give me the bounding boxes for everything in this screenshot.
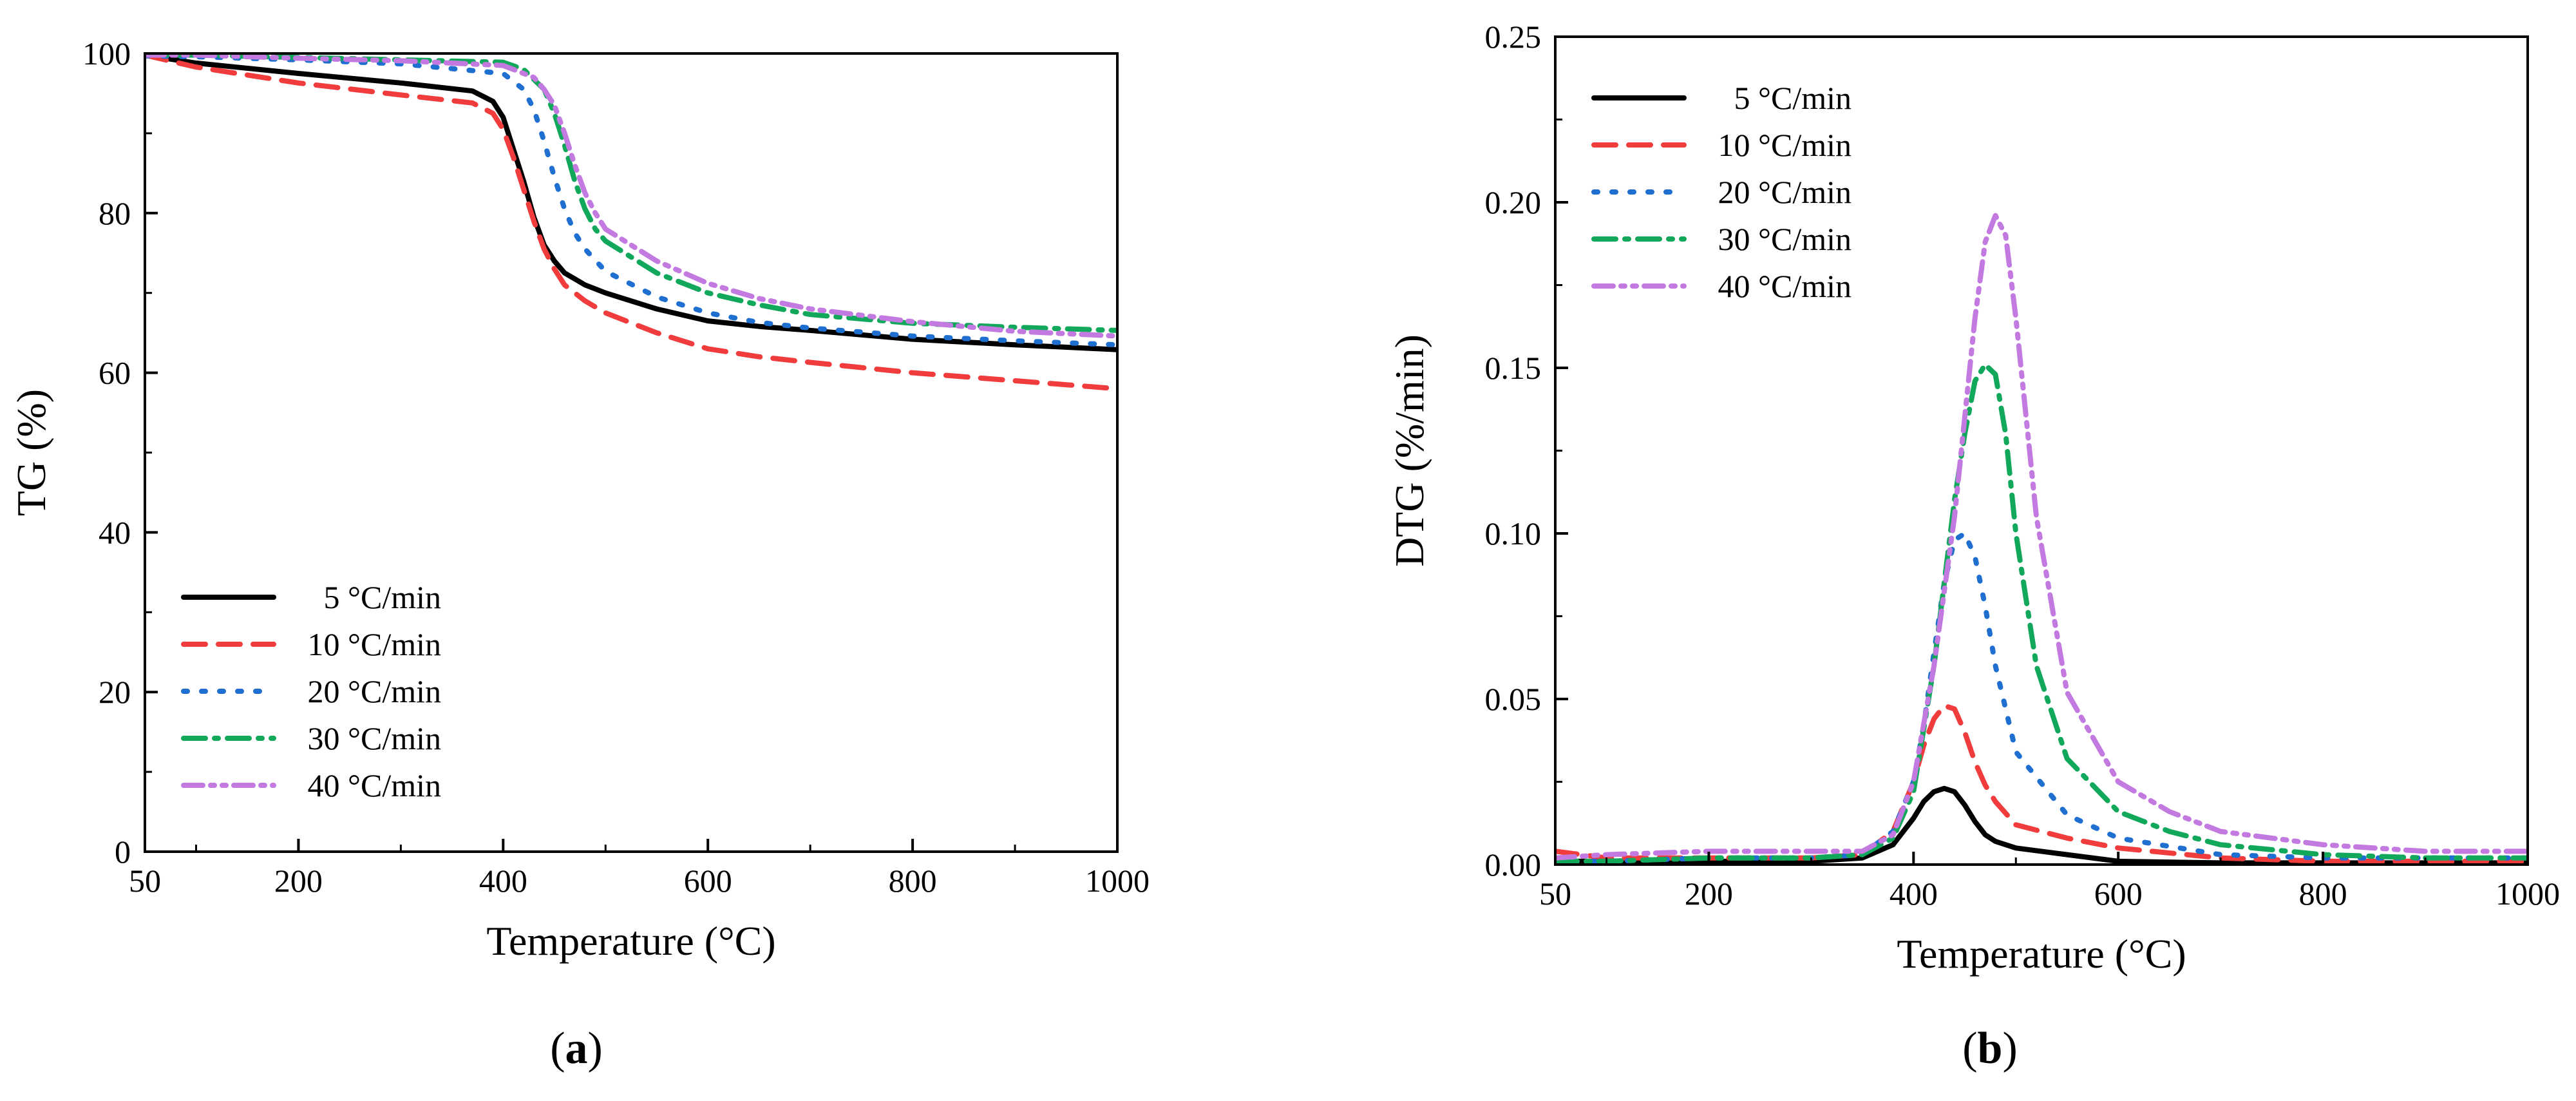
x-tick-label: 600 [684,863,732,899]
x-axis-title: Temperature (°C) [1897,931,2186,977]
series-line-1 [145,53,1117,352]
series-line-3 [1555,531,2528,864]
x-tick-label: 1000 [2496,876,2560,912]
y-tick-label: 80 [99,195,131,231]
x-tick-label: 800 [2299,876,2347,912]
y-tick-label: 20 [99,674,131,710]
legend-label: 40 °C/min [1718,268,1852,304]
panel-caption: (a) [550,1024,603,1073]
legend-label: 30 °C/min [307,720,441,756]
x-tick-label: 200 [1685,876,1733,912]
y-axis-title: TG (%) [8,389,54,516]
series-line-5 [145,53,1117,339]
series-line-1 [1555,785,2528,865]
x-tick-label: 400 [1889,876,1938,912]
y-tick-label: 0.10 [1485,515,1542,551]
y-tick-label: 0.15 [1485,350,1542,386]
legend-label: 20 °C/min [1718,174,1852,210]
plot-frame [1554,35,2529,866]
x-tick-label: 50 [129,863,161,899]
legend-label: 20 °C/min [307,673,441,709]
chart-panel-a: 50 200 400 600 800 1000 0 20 40 60 80 100 Temperatur… [8,35,1150,1073]
y-tick-label: 0.00 [1485,847,1542,883]
legend-label: 40 °C/min [307,767,441,803]
x-tick-label: 1000 [1085,863,1150,899]
x-tick-label: 400 [479,863,527,899]
y-tick-label: 0.05 [1485,681,1542,717]
series-line-4 [145,53,1117,333]
x-tick-label: 200 [274,863,323,899]
series-line-4 [1555,361,2528,864]
y-axis-title: DTG (%/min) [1387,334,1432,567]
y-tick-label: 60 [99,355,131,391]
legend-label: 10 °C/min [1718,127,1852,163]
y-tick-label: 0 [115,834,131,870]
legend-label: 5 °C/min [323,579,441,615]
legend-label: 30 °C/min [1718,221,1852,257]
series-line-5 [1555,213,2528,861]
legend-label: 10 °C/min [307,626,441,662]
series-line-2 [145,53,1117,392]
x-tick-label: 600 [2094,876,2143,912]
y-tick-label: 40 [99,514,131,550]
series-line-3 [145,53,1117,348]
y-tick-label: 100 [82,35,131,72]
panel-caption: (b) [1962,1024,2018,1073]
x-axis-title: Temperature (°C) [486,918,775,964]
y-tick-label: 0.25 [1485,19,1542,55]
x-tick-label: 800 [889,863,937,899]
chart-panel-b: 50 200 400 600 800 1000 0.00 0.05 0.10 0.15 0.20 0.… [1387,19,2560,1073]
x-tick-label: 50 [1539,876,1571,912]
plot-frame [144,52,1119,853]
y-tick-label: 0.20 [1485,184,1542,220]
legend-label: 5 °C/min [1734,80,1852,116]
